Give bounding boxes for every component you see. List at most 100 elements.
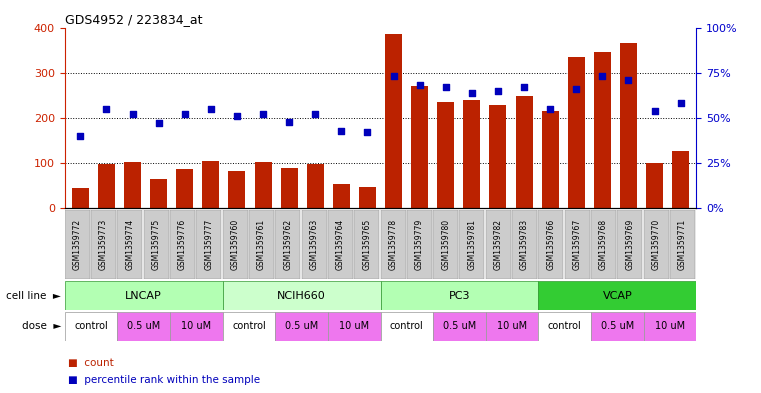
- Bar: [463, 100, 480, 208]
- Bar: [170, 312, 223, 341]
- Text: GSM1359762: GSM1359762: [283, 219, 292, 270]
- Bar: [328, 210, 353, 279]
- Bar: [65, 312, 117, 341]
- Point: [622, 77, 635, 83]
- Text: GSM1359781: GSM1359781: [467, 219, 476, 270]
- Bar: [65, 210, 90, 279]
- Text: PC3: PC3: [449, 291, 470, 301]
- Text: GSM1359775: GSM1359775: [151, 219, 161, 270]
- Text: dose  ►: dose ►: [21, 321, 61, 331]
- Point: [440, 84, 452, 90]
- Bar: [333, 184, 350, 208]
- Text: GSM1359783: GSM1359783: [520, 219, 529, 270]
- Bar: [433, 210, 458, 279]
- Bar: [670, 210, 695, 279]
- Text: GSM1359774: GSM1359774: [126, 219, 135, 270]
- Text: NCIH660: NCIH660: [277, 291, 326, 301]
- Bar: [91, 210, 116, 279]
- Point: [466, 90, 478, 96]
- Bar: [594, 52, 611, 208]
- Text: GSM1359779: GSM1359779: [415, 219, 424, 270]
- Text: control: control: [74, 321, 108, 331]
- Text: GSM1359760: GSM1359760: [231, 219, 240, 270]
- Bar: [539, 312, 591, 341]
- Text: 10 uM: 10 uM: [655, 321, 685, 331]
- Text: control: control: [390, 321, 424, 331]
- Point: [597, 73, 609, 79]
- Bar: [539, 281, 696, 310]
- Bar: [202, 161, 219, 208]
- Text: GSM1359772: GSM1359772: [73, 219, 81, 270]
- Bar: [196, 210, 221, 279]
- Text: 10 uM: 10 uM: [339, 321, 369, 331]
- Bar: [223, 312, 275, 341]
- Text: GSM1359782: GSM1359782: [494, 219, 503, 270]
- Point: [126, 111, 139, 118]
- Bar: [275, 210, 301, 279]
- Text: GSM1359764: GSM1359764: [336, 219, 345, 270]
- Text: GSM1359773: GSM1359773: [99, 219, 108, 270]
- Bar: [117, 312, 170, 341]
- Point: [518, 84, 530, 90]
- Point: [257, 111, 269, 118]
- Text: GDS4952 / 223834_at: GDS4952 / 223834_at: [65, 13, 202, 26]
- Text: 0.5 uM: 0.5 uM: [443, 321, 476, 331]
- Text: cell line  ►: cell line ►: [6, 291, 61, 301]
- Text: GSM1359767: GSM1359767: [573, 219, 581, 270]
- Bar: [542, 111, 559, 208]
- Point: [231, 113, 243, 119]
- Point: [205, 106, 217, 112]
- Text: control: control: [232, 321, 266, 331]
- Text: 10 uM: 10 uM: [181, 321, 212, 331]
- Text: LNCAP: LNCAP: [126, 291, 162, 301]
- Bar: [359, 187, 376, 208]
- Point: [361, 129, 374, 136]
- Point: [75, 133, 87, 139]
- Text: 0.5 uM: 0.5 uM: [127, 321, 161, 331]
- Text: 10 uM: 10 uM: [497, 321, 527, 331]
- Bar: [646, 163, 663, 208]
- Bar: [249, 210, 274, 279]
- Bar: [170, 210, 195, 279]
- Point: [283, 118, 295, 125]
- Text: GSM1359765: GSM1359765: [362, 219, 371, 270]
- Point: [544, 106, 556, 112]
- Bar: [489, 105, 506, 208]
- Text: 0.5 uM: 0.5 uM: [285, 321, 318, 331]
- Bar: [223, 210, 247, 279]
- Point: [674, 100, 686, 107]
- Bar: [411, 86, 428, 208]
- Bar: [672, 151, 689, 208]
- Bar: [385, 34, 402, 208]
- Bar: [460, 210, 485, 279]
- Bar: [407, 210, 431, 279]
- Bar: [150, 179, 167, 208]
- Bar: [354, 210, 379, 279]
- Point: [648, 108, 661, 114]
- Text: GSM1359769: GSM1359769: [626, 219, 635, 270]
- Text: 0.5 uM: 0.5 uM: [600, 321, 634, 331]
- Bar: [98, 164, 115, 208]
- Point: [492, 88, 504, 94]
- Bar: [486, 312, 539, 341]
- Bar: [307, 164, 323, 208]
- Bar: [255, 162, 272, 208]
- Bar: [328, 312, 380, 341]
- Text: GSM1359780: GSM1359780: [441, 219, 451, 270]
- Text: GSM1359766: GSM1359766: [546, 219, 556, 270]
- Bar: [380, 281, 539, 310]
- Point: [100, 106, 113, 112]
- Bar: [515, 96, 533, 208]
- Bar: [644, 210, 669, 279]
- Text: GSM1359761: GSM1359761: [257, 219, 266, 270]
- Bar: [617, 210, 642, 279]
- Point: [570, 86, 582, 92]
- Text: GSM1359770: GSM1359770: [651, 219, 661, 270]
- Bar: [539, 210, 563, 279]
- Text: GSM1359776: GSM1359776: [178, 219, 187, 270]
- Text: ■  count: ■ count: [68, 358, 114, 368]
- Bar: [301, 210, 326, 279]
- Bar: [568, 57, 584, 208]
- Bar: [72, 188, 89, 208]
- Point: [152, 120, 164, 127]
